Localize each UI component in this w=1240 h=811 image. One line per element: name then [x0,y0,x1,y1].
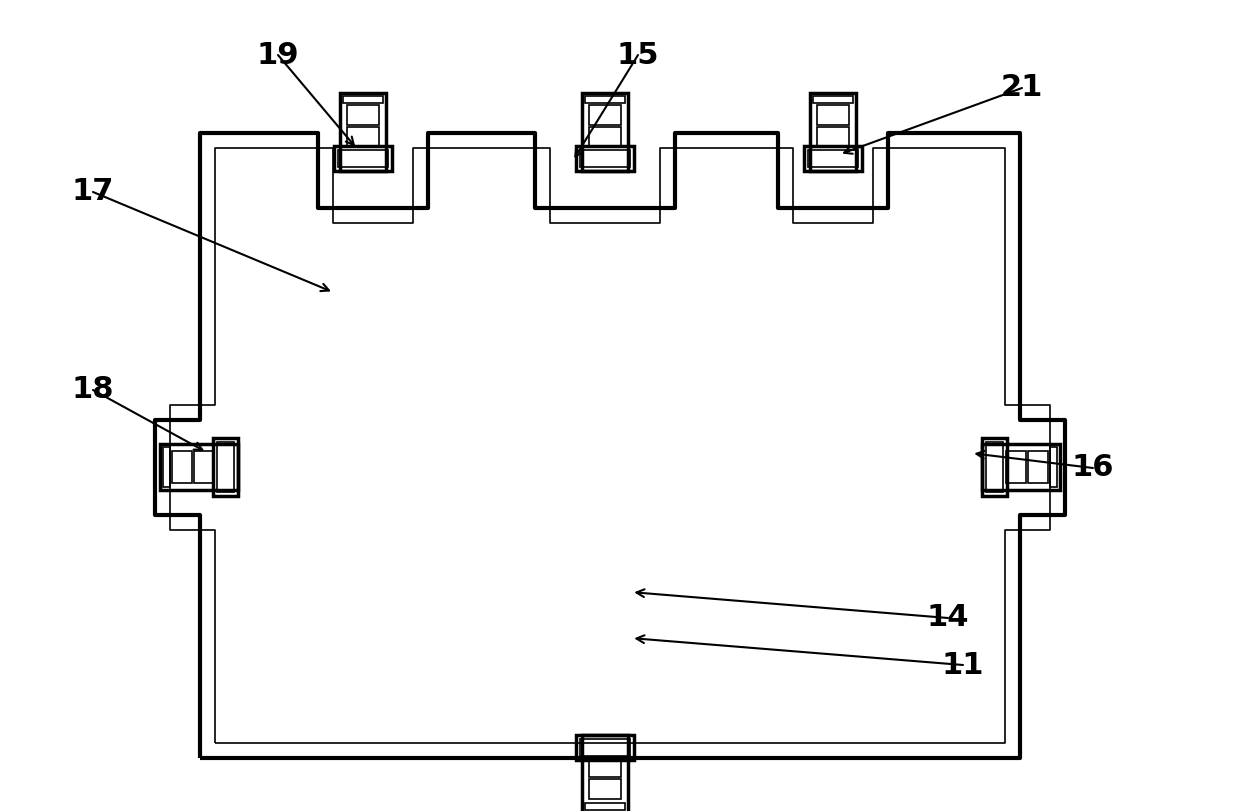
Bar [589,779,621,799]
Bar [582,93,627,171]
Bar [347,105,379,125]
Bar [585,96,625,103]
Bar [580,150,630,167]
Bar [589,757,621,777]
Bar [339,150,388,167]
Text: 18: 18 [72,375,114,405]
Bar [1028,451,1048,483]
Bar [577,735,634,760]
Bar [982,438,1007,496]
Bar [982,444,1060,490]
Bar [582,735,627,811]
Bar [580,739,630,756]
Text: 17: 17 [72,178,114,207]
Bar [804,146,862,171]
Bar [334,146,392,171]
Text: 19: 19 [257,41,299,70]
Bar [589,105,621,125]
Bar [986,442,1003,492]
Bar [1050,447,1056,487]
Text: 14: 14 [926,603,970,633]
Bar [808,150,858,167]
Bar [160,444,238,490]
Bar [172,451,192,483]
Bar [347,127,379,147]
Bar [817,105,849,125]
Bar [810,93,856,171]
Bar [817,127,849,147]
Bar [217,442,234,492]
Bar [213,438,238,496]
Text: 15: 15 [616,41,660,70]
Bar [1006,451,1025,483]
Text: 11: 11 [941,650,985,680]
Bar [193,451,215,483]
Text: 16: 16 [1071,453,1115,483]
Text: 21: 21 [1001,74,1043,102]
Bar [340,93,386,171]
Bar [343,96,383,103]
Bar [162,447,170,487]
Bar [813,96,853,103]
Bar [589,127,621,147]
Bar [585,803,625,810]
Bar [577,146,634,171]
